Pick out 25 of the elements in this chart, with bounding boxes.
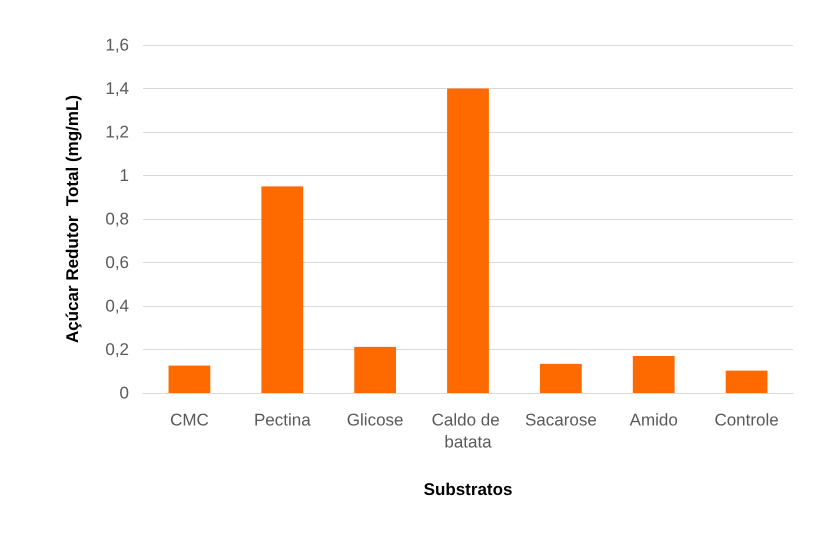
bar — [447, 88, 489, 393]
x-tick-label: Amido — [630, 410, 678, 430]
x-tick-label: Sacarose — [524, 410, 597, 430]
bar — [168, 366, 210, 393]
y-tick-label: 1,4 — [105, 79, 129, 98]
bar — [726, 370, 768, 393]
y-tick-label: 0,6 — [105, 253, 129, 272]
bar — [261, 186, 304, 393]
x-tick-label: Glicose — [346, 410, 404, 430]
x-tick-label: Caldo de batata — [432, 410, 504, 452]
y-tick-label: 1,2 — [105, 122, 129, 142]
y-tick-label: 0 — [120, 384, 129, 402]
y-tick-label: 1,6 — [105, 36, 129, 54]
x-tick-label: Controle — [714, 410, 779, 430]
y-tick-label: 1 — [120, 166, 129, 185]
bar — [632, 356, 675, 393]
x-tick-label: CMC — [170, 410, 209, 430]
bar — [354, 346, 396, 393]
x-axis-title: Substratos — [424, 480, 512, 499]
bar — [540, 364, 582, 393]
x-tick-label: Pectina — [254, 410, 312, 430]
y-tick-label: 0,8 — [105, 210, 129, 228]
y-axis-title: Açúcar Redutor Total (mg/mL) — [63, 94, 82, 344]
y-tick-label: 0,4 — [105, 296, 129, 316]
y-tick-label: 0,2 — [105, 340, 129, 359]
